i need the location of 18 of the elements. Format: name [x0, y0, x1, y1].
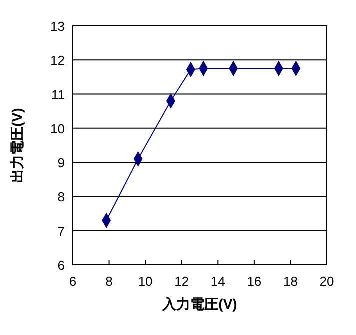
y-tick-label: 8 [58, 190, 65, 205]
y-tick-label: 13 [50, 19, 65, 34]
y-tick-label: 12 [50, 53, 65, 68]
y-axis-title: 出力電圧(V) [9, 108, 25, 183]
x-tick-label: 20 [320, 274, 334, 289]
x-axis-title: 入力電圧(V) [162, 296, 238, 312]
y-tick-label: 6 [58, 258, 65, 273]
x-tick-label: 16 [247, 274, 262, 289]
y-tick-label: 7 [58, 224, 65, 239]
x-tick-label: 12 [174, 274, 190, 289]
x-tick-label: 14 [210, 274, 226, 289]
x-tick-label: 6 [69, 274, 77, 289]
y-tick-label: 9 [58, 156, 65, 171]
x-tick-label: 10 [138, 274, 153, 289]
y-tick-label: 11 [52, 87, 65, 102]
x-tick-label: 8 [106, 274, 113, 289]
x-tick-label: 18 [283, 274, 298, 289]
y-tick-label: 10 [50, 121, 65, 136]
